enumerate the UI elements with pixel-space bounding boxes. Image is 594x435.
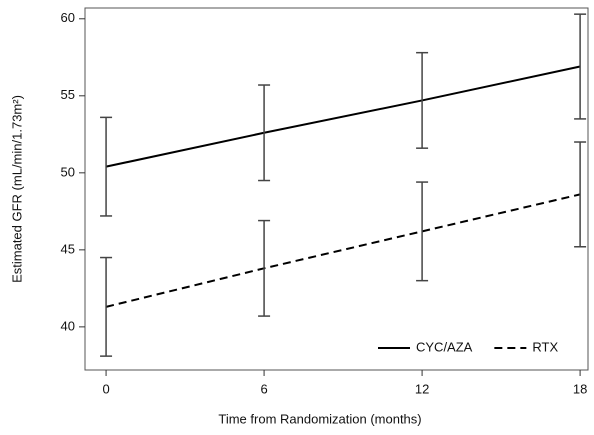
plot-frame (84, 7, 589, 371)
x-tick-label: 6 (260, 381, 267, 396)
error-bar (574, 141, 587, 248)
y-tick-label: 40 (61, 318, 75, 333)
error-bar (258, 219, 271, 317)
error-bar (100, 256, 113, 357)
legend-label: RTX (532, 339, 558, 354)
error-bar (100, 116, 113, 217)
x-tick-label: 0 (102, 381, 109, 396)
error-bar (574, 13, 587, 120)
error-bar (416, 181, 429, 282)
y-tick-label: 45 (61, 241, 75, 256)
y-tick-label: 50 (61, 164, 75, 179)
x-tick-label: 12 (415, 381, 429, 396)
legend-label: CYC/AZA (416, 339, 473, 354)
y-tick-label: 60 (61, 10, 75, 25)
y-tick-label: 55 (61, 87, 75, 102)
x-tick-label: 18 (573, 381, 587, 396)
x-axis-label: Time from Randomization (months) (218, 411, 421, 426)
error-bar (416, 51, 429, 149)
series-line (105, 65, 581, 168)
series-line (105, 193, 581, 308)
error-bar (258, 84, 271, 182)
y-axis-label: Estimated GFR (mL/min/1.73m²) (9, 95, 24, 283)
